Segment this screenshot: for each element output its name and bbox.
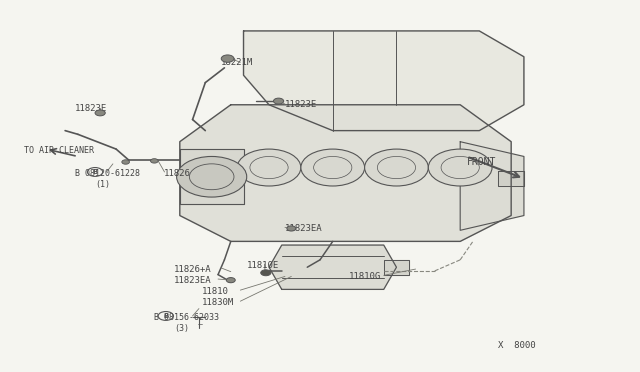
Text: 11823E: 11823E xyxy=(75,104,107,113)
Text: 11826+A: 11826+A xyxy=(173,264,211,273)
Text: FRONT: FRONT xyxy=(467,157,496,167)
Circle shape xyxy=(237,149,301,186)
Circle shape xyxy=(177,157,246,197)
Text: 11823EA: 11823EA xyxy=(285,224,323,233)
Circle shape xyxy=(95,110,105,116)
Text: B: B xyxy=(163,313,168,319)
Circle shape xyxy=(227,278,236,283)
Text: 11823EA: 11823EA xyxy=(173,276,211,285)
Text: (1): (1) xyxy=(96,180,111,189)
Text: TO AIR CLEANER: TO AIR CLEANER xyxy=(24,147,93,155)
Polygon shape xyxy=(244,31,524,131)
Text: 11830M: 11830M xyxy=(202,298,234,307)
Polygon shape xyxy=(180,149,244,205)
Text: X  8000: X 8000 xyxy=(499,341,536,350)
Text: 18221M: 18221M xyxy=(221,58,253,67)
Circle shape xyxy=(365,149,428,186)
Text: B: B xyxy=(92,169,98,175)
Text: 11810: 11810 xyxy=(202,287,229,296)
Polygon shape xyxy=(460,142,524,230)
Circle shape xyxy=(221,55,234,62)
Polygon shape xyxy=(269,245,396,289)
Circle shape xyxy=(150,159,158,163)
Text: 11810E: 11810E xyxy=(246,261,279,270)
Text: (3): (3) xyxy=(174,324,189,333)
Polygon shape xyxy=(180,105,511,241)
Text: B 08120-61228: B 08120-61228 xyxy=(75,169,140,177)
Polygon shape xyxy=(499,171,524,186)
Text: 11823E: 11823E xyxy=(285,100,317,109)
Text: 11810G: 11810G xyxy=(349,272,381,281)
Circle shape xyxy=(428,149,492,186)
Polygon shape xyxy=(384,260,409,275)
Circle shape xyxy=(301,149,365,186)
Circle shape xyxy=(273,98,284,104)
Circle shape xyxy=(122,160,129,164)
Text: B 08156-62033: B 08156-62033 xyxy=(154,312,220,321)
Text: 11826: 11826 xyxy=(164,169,191,177)
Circle shape xyxy=(260,270,271,276)
Circle shape xyxy=(287,226,296,231)
